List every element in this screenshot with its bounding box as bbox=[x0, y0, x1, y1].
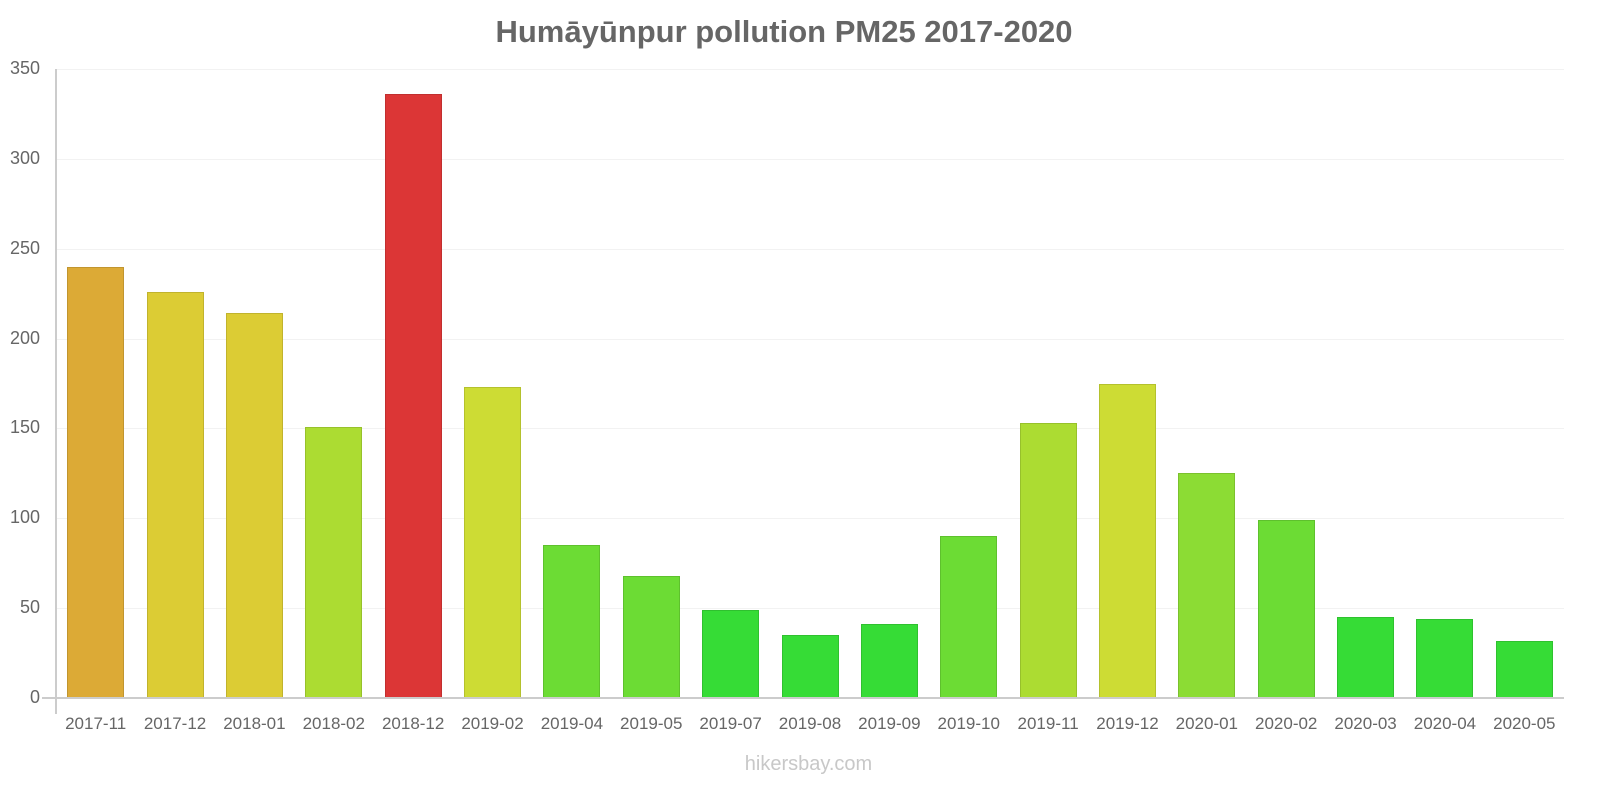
y-tick-label: 0 bbox=[29, 687, 40, 707]
y-tick-label: 350 bbox=[9, 58, 40, 78]
bar-2018-02[interactable] bbox=[305, 426, 363, 698]
gridline bbox=[56, 428, 1564, 430]
x-tick-label: 2020-03 bbox=[1334, 714, 1397, 733]
bar-2019-08[interactable] bbox=[781, 635, 839, 698]
y-tick-label: 250 bbox=[9, 237, 40, 258]
bar-2019-02[interactable] bbox=[464, 387, 522, 698]
gridline bbox=[56, 248, 1564, 250]
bar-2018-12[interactable] bbox=[384, 94, 442, 698]
gridline bbox=[56, 338, 1564, 340]
gridline bbox=[56, 608, 1564, 610]
gridline bbox=[56, 158, 1564, 160]
x-tick-label: 2019-05 bbox=[620, 714, 683, 733]
x-tick-label: 2019-10 bbox=[937, 714, 1000, 733]
x-tick-label: 2019-04 bbox=[540, 714, 604, 733]
x-tick-label: 2019-02 bbox=[461, 714, 524, 733]
bar-2020-01[interactable] bbox=[1178, 473, 1236, 698]
x-tick-label: 2020-02 bbox=[1255, 714, 1318, 733]
x-tick-label: 2017-11 bbox=[65, 714, 127, 733]
bar-2019-09[interactable] bbox=[860, 624, 918, 698]
y-tick-label: 300 bbox=[9, 147, 40, 168]
x-tick-label: 2018-12 bbox=[381, 714, 445, 733]
bar-2020-05[interactable] bbox=[1495, 640, 1553, 698]
x-tick-label: 2020-04 bbox=[1413, 714, 1477, 733]
gridline bbox=[56, 518, 1564, 520]
bar-2019-07[interactable] bbox=[702, 609, 760, 698]
bar-2017-11[interactable] bbox=[67, 266, 125, 698]
x-axis-line bbox=[42, 697, 1564, 699]
y-tick-label: 50 bbox=[19, 597, 40, 618]
x-tick-label: 2020-05 bbox=[1493, 714, 1556, 733]
bar-2019-12[interactable] bbox=[1098, 383, 1156, 698]
source-credit: hikersbay.com bbox=[744, 753, 873, 775]
bar-2019-04[interactable] bbox=[543, 545, 601, 698]
x-tick-label: 2020-01 bbox=[1175, 714, 1239, 733]
plot-area bbox=[56, 69, 1564, 698]
x-tick-label: 2019-07 bbox=[699, 714, 762, 733]
x-tick-label: 2019-09 bbox=[858, 714, 921, 733]
x-tick-label: 2018-02 bbox=[302, 714, 365, 733]
y-tick-label: 100 bbox=[9, 507, 40, 528]
y-tick-label: 200 bbox=[9, 327, 40, 348]
x-tick-label: 2019-08 bbox=[778, 714, 842, 733]
bar-2019-05[interactable] bbox=[622, 575, 680, 698]
bar-2018-01[interactable] bbox=[225, 313, 283, 698]
bar-2020-02[interactable] bbox=[1257, 520, 1315, 698]
bar-2020-03[interactable] bbox=[1337, 617, 1395, 698]
x-tick-label: 2019-12 bbox=[1096, 714, 1159, 733]
chart-title: Humāyūnpur pollution PM25 2017-2020 bbox=[495, 14, 1073, 49]
x-tick-label: 2019-11 bbox=[1017, 714, 1079, 733]
bar-2020-04[interactable] bbox=[1416, 618, 1474, 698]
bar-2017-12[interactable] bbox=[146, 291, 204, 698]
y-tick-label: 150 bbox=[9, 417, 40, 438]
y-axis-line bbox=[55, 69, 57, 714]
x-tick-label: 2017-12 bbox=[143, 714, 207, 733]
x-tick-label: 2018-01 bbox=[223, 714, 286, 733]
bar-2019-10[interactable] bbox=[940, 536, 998, 698]
bar-2019-11[interactable] bbox=[1019, 423, 1077, 698]
gridline bbox=[56, 69, 1564, 70]
